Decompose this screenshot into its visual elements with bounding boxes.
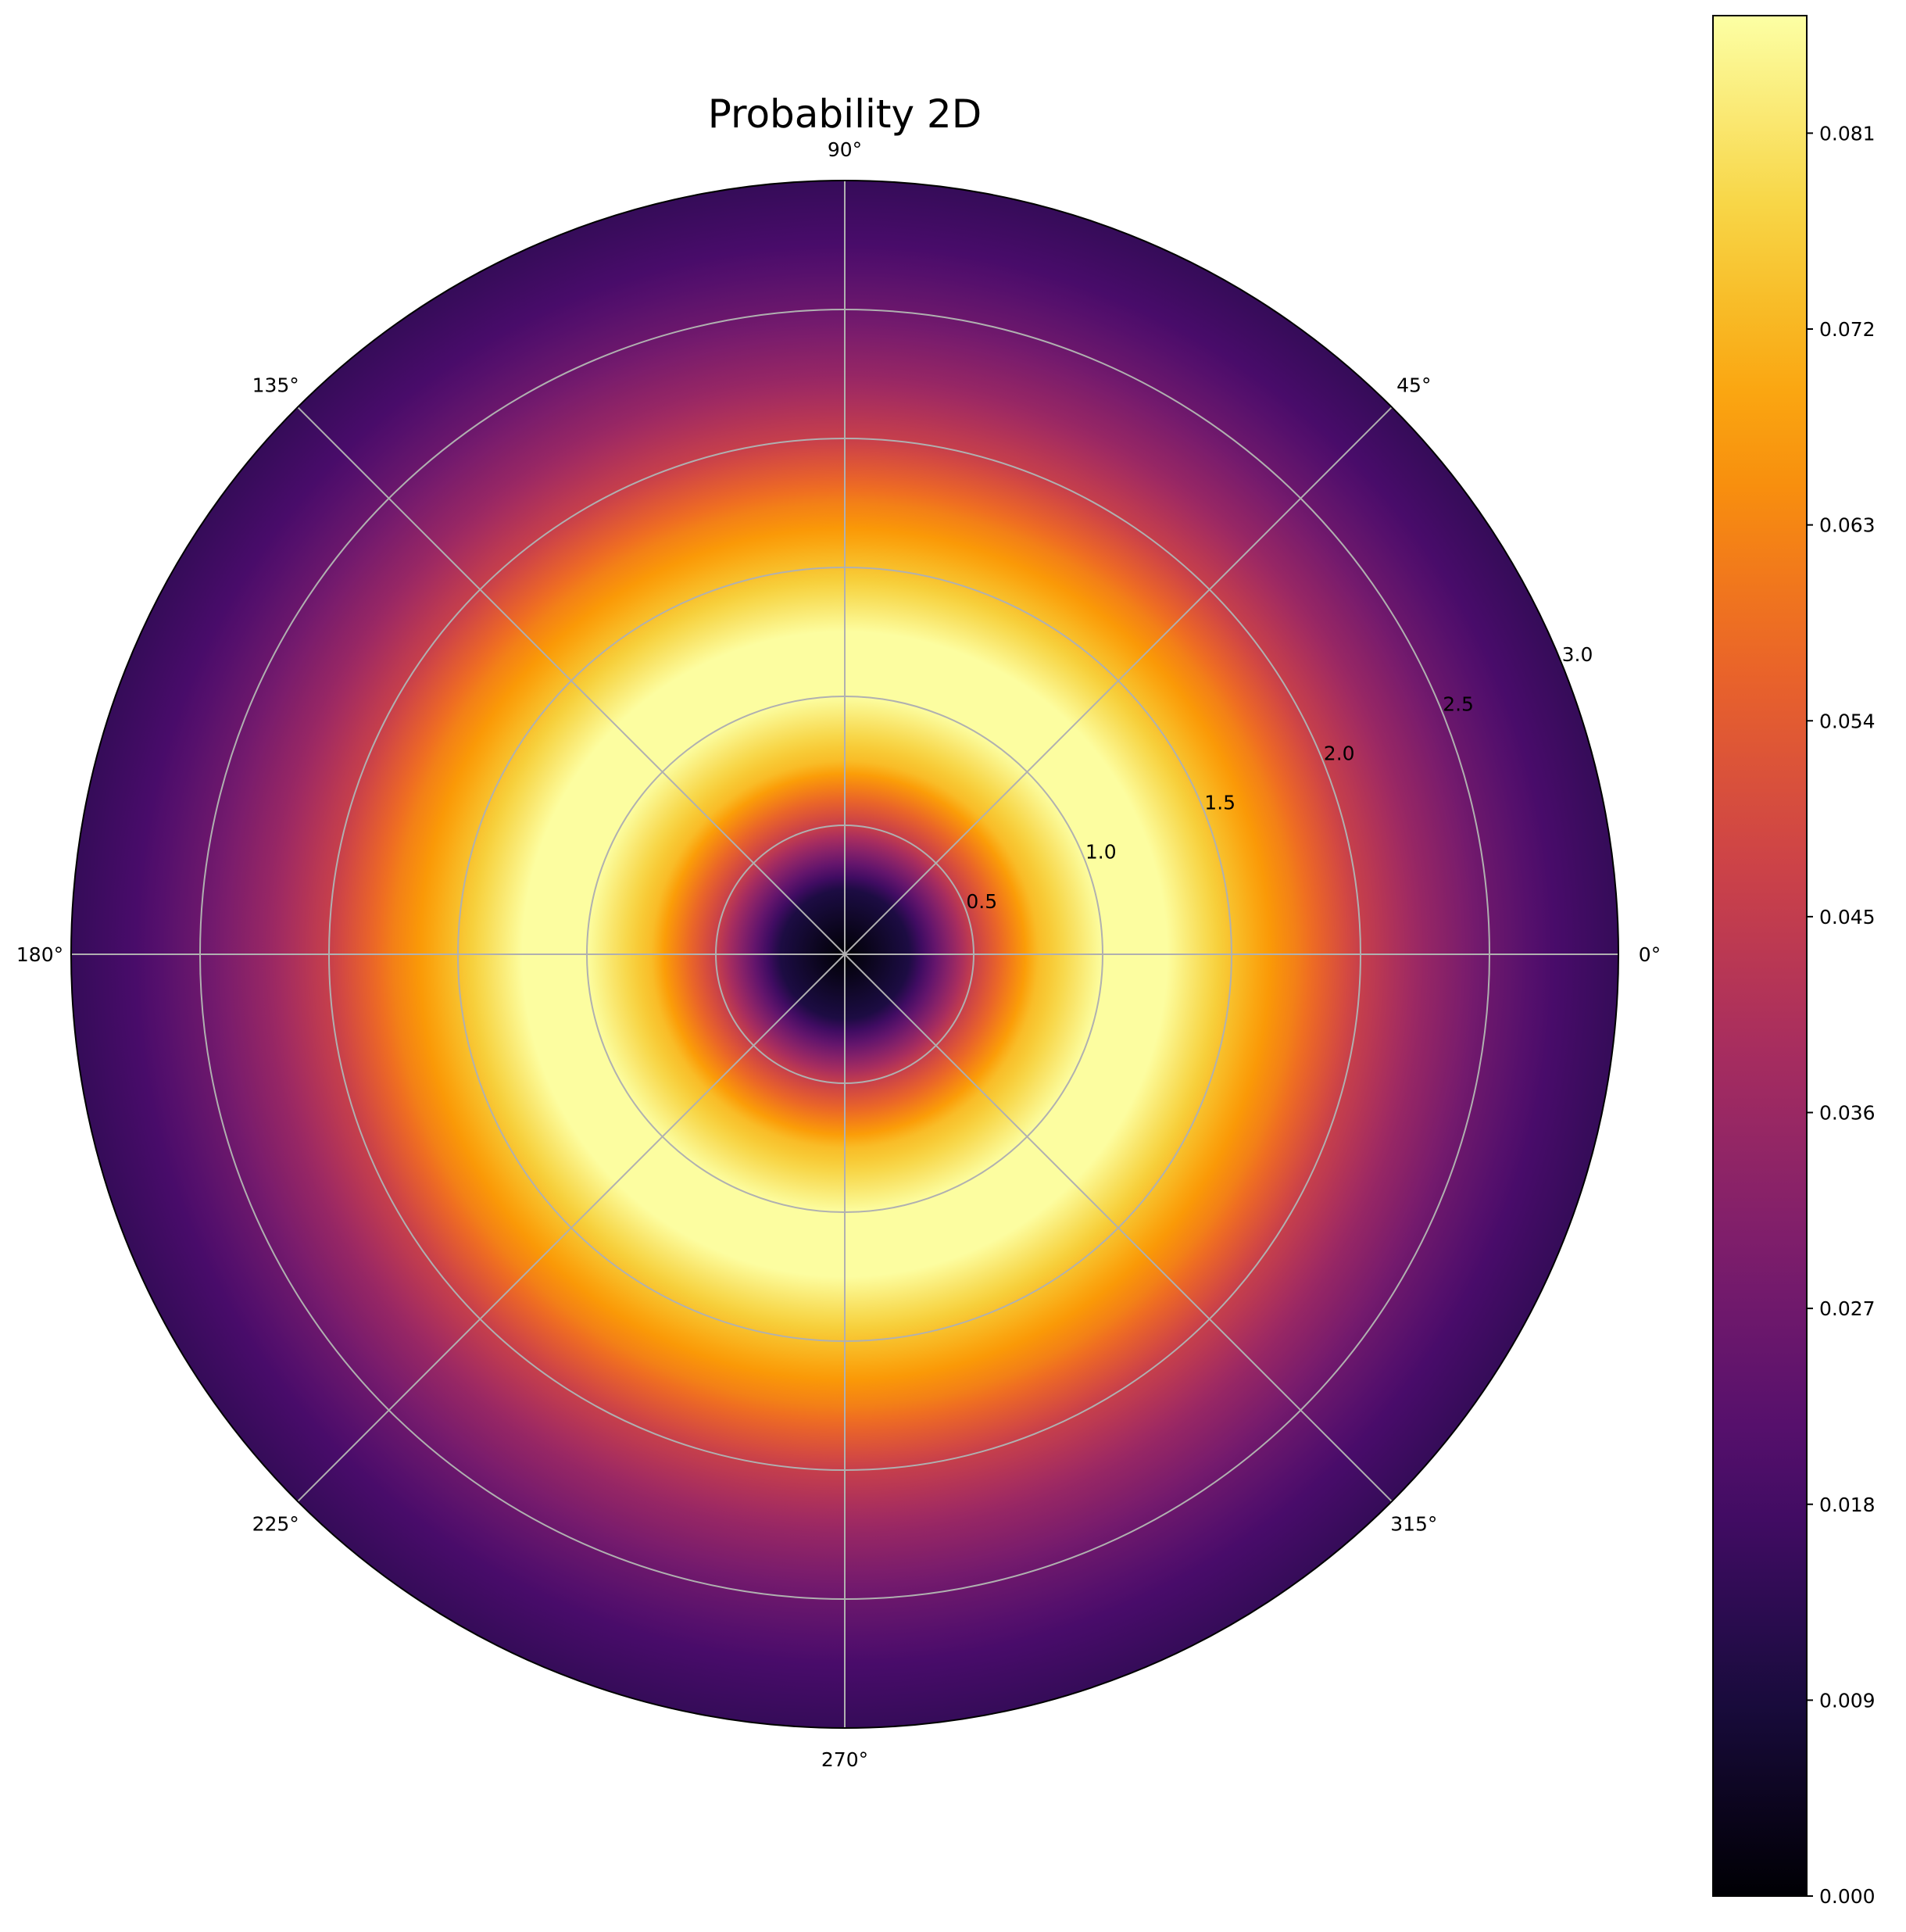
colorbar-tick-label: 0.009 xyxy=(1819,1689,1876,1712)
radial-tick-labels: 0.5 1.0 1.5 2.0 2.5 3.0 xyxy=(966,643,1593,913)
colorbar-tick-label: 0.036 xyxy=(1819,1102,1876,1125)
chart-title: Probability 2D xyxy=(708,91,982,137)
angle-tick-label: 270° xyxy=(821,1748,868,1771)
radial-tick-label: 3.0 xyxy=(1562,643,1593,666)
angle-tick-label: 0° xyxy=(1639,943,1661,966)
radial-tick-label: 2.0 xyxy=(1324,742,1355,764)
radial-tick-label: 2.5 xyxy=(1443,692,1474,715)
colorbar-tick-label: 0.045 xyxy=(1819,906,1876,928)
colorbar-tick-label: 0.054 xyxy=(1819,710,1876,732)
angle-tick-label: 90° xyxy=(828,138,862,161)
colorbar-tick-label: 0.072 xyxy=(1819,318,1876,341)
radial-tick-label: 1.5 xyxy=(1204,792,1236,814)
polar-spine xyxy=(70,180,1619,1729)
angular-grid-line xyxy=(297,406,846,955)
angle-tick-label: 180° xyxy=(16,943,63,966)
angle-tick-label: 45° xyxy=(1396,374,1431,397)
colorbar-tick-label: 0.027 xyxy=(1819,1297,1876,1320)
angle-tick-labels: 0° 45° 90° 135° 180° 225° 270° 315° xyxy=(16,138,1661,1771)
colorbar-ticks: 0.000 0.009 0.018 0.027 0.036 0.045 0.054 0.063… xyxy=(1807,122,1876,1908)
colorbar: 0.000 0.009 0.018 0.027 0.036 0.045 0.054 0.063… xyxy=(1712,15,1876,1908)
angular-grid xyxy=(71,181,1618,1728)
colorbar-tick-label: 0.018 xyxy=(1819,1494,1876,1516)
angle-tick-label: 135° xyxy=(252,374,299,397)
colorbar-tick-label: 0.000 xyxy=(1819,1885,1876,1908)
colorbar-fill xyxy=(1713,16,1807,1896)
angle-tick-label: 315° xyxy=(1390,1512,1437,1535)
colorbar-tick-label: 0.081 xyxy=(1819,122,1876,145)
angle-tick-label: 225° xyxy=(252,1512,299,1535)
colorbar-frame xyxy=(1712,15,1808,1897)
colorbar-tick-label: 0.063 xyxy=(1819,514,1876,537)
radial-tick-label: 0.5 xyxy=(966,890,997,913)
radial-tick-label: 1.0 xyxy=(1085,841,1117,864)
polar-axes: 0° 45° 90° 135° 180° 225° 270° 315° 0.5 1.0 1.5 2.… xyxy=(16,138,1661,1771)
angular-grid-line xyxy=(297,953,846,1502)
angular-grid-line xyxy=(844,953,1393,1502)
angular-grid-line xyxy=(844,406,1393,955)
